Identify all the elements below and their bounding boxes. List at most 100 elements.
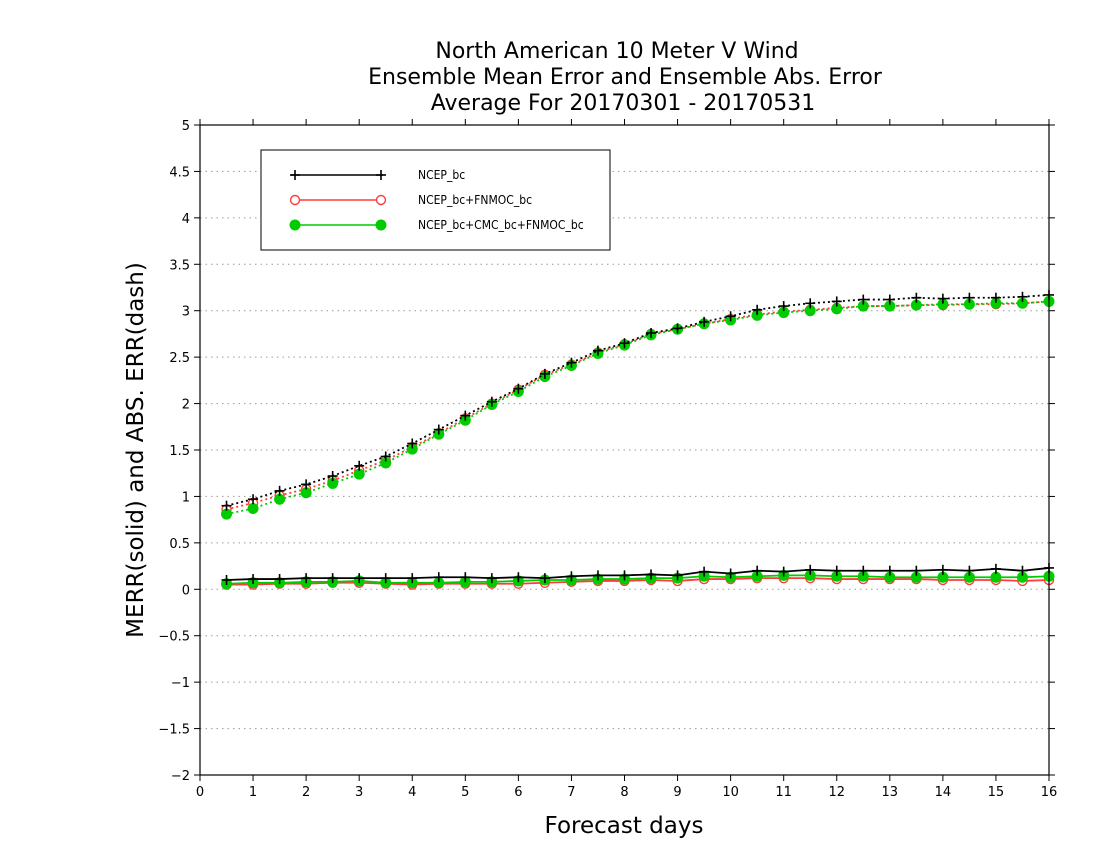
abs-err-point xyxy=(1017,291,1028,302)
abs-err-point xyxy=(672,323,683,334)
abs-err-point xyxy=(778,301,789,312)
y-tick-label: 3 xyxy=(182,305,190,320)
x-tick-label: 11 xyxy=(775,785,792,800)
abs-err-point xyxy=(752,304,763,315)
y-tick-label: 2.5 xyxy=(169,351,190,366)
x-tick-label: 3 xyxy=(355,785,363,800)
merr-point xyxy=(858,565,869,576)
abs-err-point xyxy=(831,296,842,307)
abs-err-line xyxy=(226,300,1050,515)
abs-err-line xyxy=(226,294,1050,507)
abs-err-point xyxy=(911,292,922,303)
merr-point xyxy=(354,573,365,584)
abs-err-point xyxy=(407,438,418,449)
legend-marker xyxy=(289,219,301,231)
abs-err-point xyxy=(327,471,338,481)
merr-point xyxy=(513,572,524,583)
legend-label: NCEP_bc xyxy=(418,168,465,182)
x-tick-label: 5 xyxy=(461,785,469,800)
merr-point xyxy=(592,570,603,581)
abs-err-point xyxy=(433,424,444,435)
x-tick-label: 10 xyxy=(722,785,739,800)
x-tick-label: 8 xyxy=(620,785,628,800)
legend-marker xyxy=(290,170,300,180)
chart-title: North American 10 Meter V Wind Ensemble … xyxy=(368,39,883,116)
legend: NCEP_bc NCEP_bc+FNMOC_bc NCEP_bc+CMC_bc+FN… xyxy=(260,149,611,251)
y-tick-label: 0 xyxy=(182,583,190,598)
x-tick-label: 13 xyxy=(882,785,899,800)
y-tick-label: 0.5 xyxy=(169,537,190,552)
merr-point xyxy=(752,565,763,576)
abs-err-point xyxy=(592,345,603,356)
merr-point xyxy=(672,570,683,581)
legend-marker xyxy=(289,194,301,206)
abs-err-point xyxy=(513,383,524,394)
chart-title-line-2: Ensemble Mean Error and Ensemble Abs. Er… xyxy=(368,65,883,90)
merr-point xyxy=(539,573,550,584)
merr-point xyxy=(937,564,948,575)
y-tick-label: −2 xyxy=(171,769,190,784)
grid xyxy=(200,170,1049,730)
series-NCEP_bc+CMC_bc+FNMOC_bc xyxy=(221,295,1055,590)
series-layer xyxy=(221,289,1055,590)
abs-err-point xyxy=(619,338,630,349)
legend-label: NCEP_bc+FNMOC_bc xyxy=(418,193,532,207)
merr-point xyxy=(380,573,391,584)
merr-point xyxy=(990,563,1001,574)
abs-err-line xyxy=(226,300,1050,511)
abs-err-point xyxy=(247,503,259,514)
merr-point xyxy=(831,565,842,576)
x-tick-label: 16 xyxy=(1041,785,1058,800)
legend-entry: NCEP_bc+FNMOC_bc xyxy=(289,193,532,207)
merr-point xyxy=(221,575,232,585)
series-NCEP_bc+FNMOC_bc xyxy=(221,296,1055,590)
merr-point xyxy=(619,570,630,581)
series-NCEP_bc xyxy=(221,289,1054,585)
x-tick-label: 14 xyxy=(935,785,952,800)
y-tick-label: 4.5 xyxy=(169,165,190,180)
abs-err-point xyxy=(990,292,1001,303)
y-tick-label: 3.5 xyxy=(169,258,190,273)
y-tick-label: 1 xyxy=(182,490,190,505)
axes: −2−1.5−1−0.500.511.522.533.544.550 1 2 3 4 5 6… xyxy=(158,119,1057,800)
merr-point xyxy=(486,573,497,584)
merr-point xyxy=(805,564,816,575)
x-axis-title: Forecast days xyxy=(545,813,704,839)
x-tick-label: 1 xyxy=(249,785,257,800)
abs-err-point xyxy=(964,292,975,303)
abs-err-point xyxy=(274,485,285,496)
x-tick-label: 9 xyxy=(673,785,681,800)
merr-point xyxy=(460,572,471,583)
abs-err-point xyxy=(937,293,948,304)
abs-err-point xyxy=(248,494,259,505)
abs-err-point xyxy=(380,451,391,462)
merr-point xyxy=(911,565,922,576)
merr-point xyxy=(725,568,736,579)
y-tick-label: −1.5 xyxy=(158,723,190,738)
chart-title-line-1: North American 10 Meter V Wind xyxy=(435,39,798,64)
y-tick-label: −1 xyxy=(171,676,190,691)
x-tick-label: 2 xyxy=(302,785,310,800)
legend-marker xyxy=(376,170,386,180)
x-tick-label: 6 xyxy=(514,785,522,800)
merr-point xyxy=(327,573,338,584)
abs-err-point xyxy=(301,479,312,490)
x-tick-label: 7 xyxy=(567,785,575,800)
legend-marker xyxy=(375,194,387,206)
legend-entry: NCEP_bc xyxy=(290,168,465,182)
merr-point xyxy=(1017,565,1028,576)
merr-point xyxy=(248,574,259,585)
abs-err-point xyxy=(486,396,497,407)
abs-err-point xyxy=(221,500,232,511)
merr-point xyxy=(646,569,657,580)
abs-err-point xyxy=(858,294,869,305)
legend-label: NCEP_bc+CMC_bc+FNMOC_bc xyxy=(418,218,584,232)
merr-point xyxy=(566,571,577,582)
abs-err-point xyxy=(725,311,736,322)
abs-err-point xyxy=(646,328,657,338)
merr-point xyxy=(964,565,975,576)
abs-err-point xyxy=(805,298,816,309)
legend-marker xyxy=(375,219,387,231)
y-tick-label: 2 xyxy=(182,398,190,413)
